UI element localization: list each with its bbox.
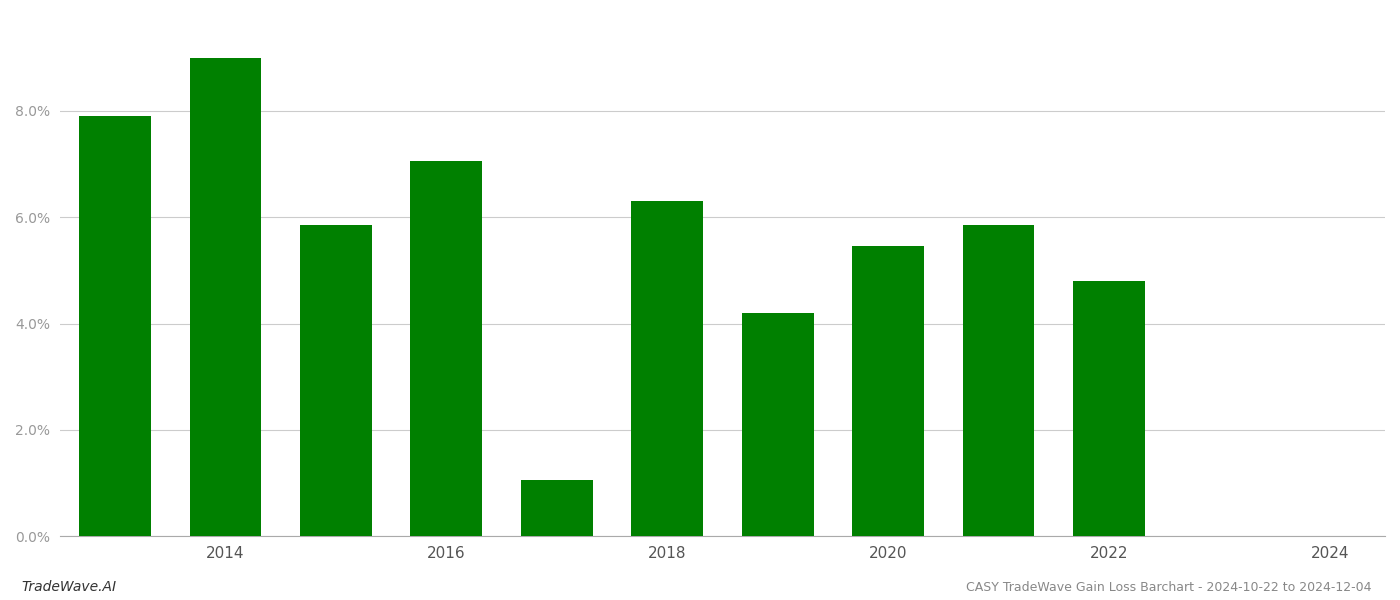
- Bar: [742, 313, 813, 536]
- Bar: [410, 161, 482, 536]
- Bar: [1072, 281, 1145, 536]
- Bar: [853, 247, 924, 536]
- Bar: [80, 116, 151, 536]
- Bar: [189, 58, 262, 536]
- Text: TradeWave.AI: TradeWave.AI: [21, 580, 116, 594]
- Bar: [521, 481, 592, 536]
- Bar: [963, 225, 1035, 536]
- Bar: [300, 225, 372, 536]
- Bar: [631, 201, 703, 536]
- Text: CASY TradeWave Gain Loss Barchart - 2024-10-22 to 2024-12-04: CASY TradeWave Gain Loss Barchart - 2024…: [966, 581, 1372, 594]
